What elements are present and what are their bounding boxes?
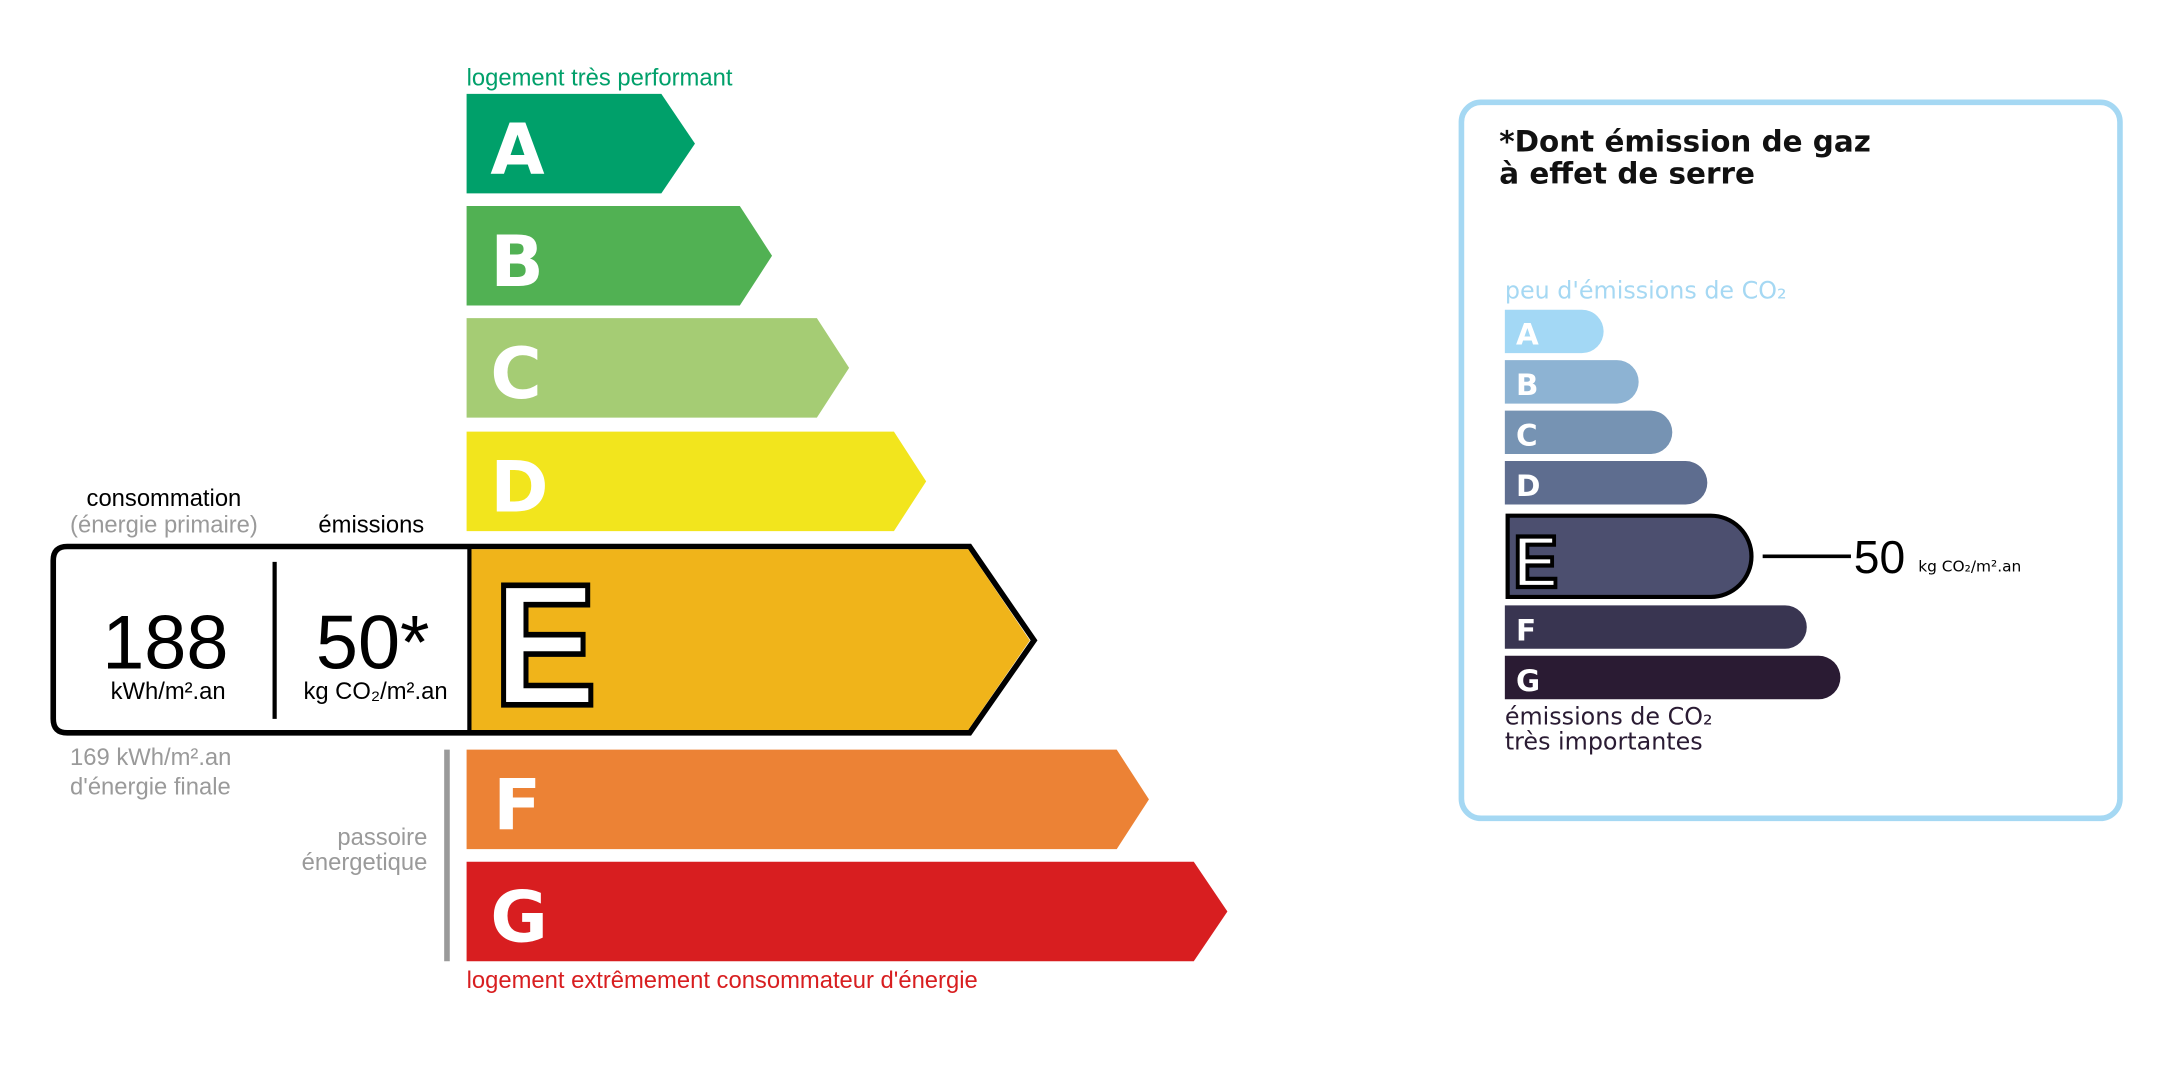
energy-top-label: logement très performant [467, 65, 733, 92]
emissions-label: émissions [318, 511, 424, 538]
energy-letter-c: C [490, 333, 541, 415]
energy-letter-e: E [493, 548, 597, 742]
ges-title-line1: *Dont émission de gaz [1499, 124, 1871, 158]
energy-bottom-label: logement extrêmement consommateur d'éner… [467, 967, 978, 994]
energy-letter-g: G [490, 877, 548, 959]
energy-bar-e [469, 549, 1030, 731]
ges-panel: *Dont émission de gaz à effet de serre p… [1458, 99, 2123, 822]
energy-bar-f [466, 749, 1149, 850]
ges-letter-g: G [1516, 664, 1540, 698]
energy-letter-a: A [490, 109, 544, 191]
final-energy-label: d'énergie finale [70, 774, 231, 801]
ges-bottom-label-line2: très importantes [1505, 728, 1703, 756]
energy-letter-d: D [490, 446, 548, 528]
ges-letter-c: C [1516, 419, 1538, 453]
energy-letter-b: B [490, 221, 543, 303]
ges-bottom-label-line1: émissions de CO₂ [1505, 702, 1713, 730]
ges-letter-e: E [1513, 522, 1558, 603]
ges-bar-g [1504, 655, 1841, 700]
ges-bar-f [1504, 605, 1807, 649]
ges-letter-d: D [1516, 469, 1540, 503]
ges-value: 50 [1854, 531, 1905, 583]
ges-letter-a: A [1516, 318, 1539, 352]
ges-letter-b: B [1516, 368, 1538, 402]
ges-bar-b [1504, 360, 1639, 404]
passoire-label-line2: énergetique [302, 849, 428, 876]
consumption-sub-label: (énergie primaire) [70, 511, 258, 538]
consumption-label: consommation [87, 485, 242, 512]
ges-bar-e [1505, 513, 1754, 600]
energy-bar-c [466, 318, 850, 418]
ges-bar-c [1504, 410, 1673, 455]
consumption-unit: kWh/m².an [111, 678, 226, 705]
ges-letter-f: F [1516, 613, 1536, 647]
energy-scale: logement très performant A B C D E conso… [50, 65, 1228, 994]
energy-bar-d [466, 431, 927, 532]
consumption-value: 188 [102, 601, 228, 685]
passoire-label-line1: passoire [337, 824, 427, 851]
final-energy-value: 169 kWh/m².an [70, 744, 231, 771]
ges-bar-d [1504, 461, 1708, 505]
emissions-value: 50* [316, 601, 430, 685]
emissions-unit: kg CO₂/m².an [303, 678, 447, 705]
ges-title-line2: à effet de serre [1499, 157, 1755, 191]
energy-bar-b [466, 206, 773, 306]
ges-unit: kg CO₂/m².an [1918, 558, 2021, 576]
ges-bar-a [1504, 309, 1604, 354]
energy-letter-f: F [493, 765, 541, 847]
energy-bar-g [466, 861, 1228, 962]
ges-top-label: peu d'émissions de CO₂ [1505, 277, 1787, 305]
energy-bar-a [466, 93, 695, 194]
